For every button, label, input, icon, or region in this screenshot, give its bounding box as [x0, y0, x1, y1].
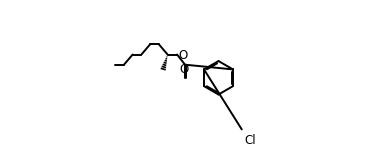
- Text: O: O: [178, 49, 188, 62]
- Text: O: O: [180, 63, 189, 76]
- Text: Cl: Cl: [244, 134, 256, 147]
